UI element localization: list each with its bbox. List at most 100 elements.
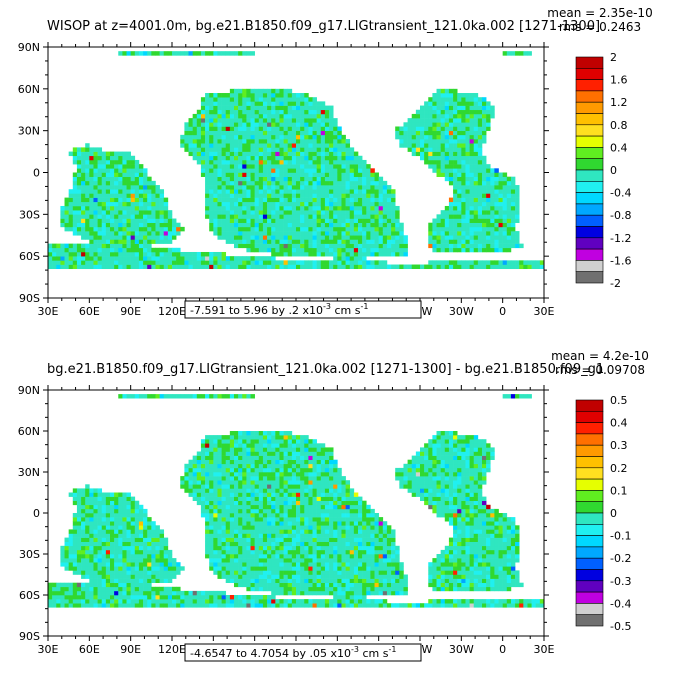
field-cell bbox=[72, 205, 78, 211]
field-cell bbox=[229, 239, 235, 244]
field-cell bbox=[122, 210, 127, 215]
field-cell bbox=[312, 101, 317, 106]
field-cell bbox=[279, 476, 284, 481]
field-cell bbox=[473, 205, 479, 211]
field-cell bbox=[254, 143, 260, 148]
field-cell bbox=[362, 210, 367, 215]
field-cell bbox=[217, 210, 222, 215]
field-cell bbox=[221, 439, 227, 444]
field-cell bbox=[81, 180, 86, 186]
field-cell bbox=[126, 51, 131, 56]
field-cell bbox=[209, 521, 214, 526]
field-cell bbox=[184, 394, 189, 399]
field-cell bbox=[300, 105, 305, 111]
field-cell bbox=[349, 264, 355, 270]
field-cell bbox=[341, 201, 346, 207]
field-cell bbox=[76, 525, 82, 530]
field-cell bbox=[287, 147, 293, 152]
field-cell bbox=[238, 582, 243, 588]
field-cell bbox=[242, 256, 247, 261]
field-cell bbox=[477, 97, 483, 102]
field-cell bbox=[444, 130, 450, 136]
field-cell bbox=[225, 447, 231, 452]
field-cell bbox=[209, 134, 214, 140]
field-cell bbox=[428, 143, 433, 148]
field-cell bbox=[283, 159, 289, 165]
field-cell bbox=[279, 504, 284, 510]
field-cell bbox=[238, 218, 243, 223]
field-cell bbox=[267, 570, 272, 575]
field-cell bbox=[316, 222, 322, 228]
field-cell bbox=[184, 590, 189, 596]
field-cell bbox=[114, 180, 119, 186]
field-cell bbox=[267, 455, 272, 460]
field-cell bbox=[333, 214, 338, 219]
field-cell bbox=[122, 226, 127, 232]
field-cell bbox=[250, 394, 255, 399]
field-cell bbox=[200, 139, 206, 144]
field-cell bbox=[258, 264, 264, 270]
field-cell bbox=[457, 113, 462, 119]
field-cell bbox=[420, 155, 425, 161]
field-cell bbox=[209, 603, 214, 608]
field-cell bbox=[122, 525, 127, 530]
field-cell bbox=[229, 492, 235, 497]
field-cell bbox=[234, 172, 239, 177]
field-cell bbox=[225, 210, 231, 215]
field-cell bbox=[510, 189, 516, 194]
field-cell bbox=[424, 101, 429, 106]
field-cell bbox=[143, 574, 148, 579]
field-cell bbox=[465, 164, 470, 169]
chart-panel-1: WISOP at z=4001.0m, bg.e21.B1850.f09_g17… bbox=[18, 6, 653, 319]
field-cell bbox=[110, 251, 115, 257]
field-cell bbox=[262, 130, 268, 136]
field-cell bbox=[279, 508, 284, 514]
field-cell bbox=[399, 222, 404, 228]
field-cell bbox=[200, 492, 206, 497]
field-cell bbox=[391, 243, 396, 249]
field-cell bbox=[271, 172, 276, 177]
field-cell bbox=[386, 247, 392, 253]
field-cell bbox=[97, 251, 103, 257]
field-cell bbox=[114, 504, 119, 510]
field-cell bbox=[271, 159, 276, 165]
field-cell bbox=[155, 214, 160, 219]
field-cell bbox=[110, 521, 115, 526]
field-cell bbox=[482, 168, 487, 173]
field-cell bbox=[60, 222, 65, 228]
colorbar: 21.61.20.80.40-0.4-0.8-1.2-1.6-2 bbox=[575, 51, 631, 290]
field-cell bbox=[448, 118, 454, 123]
field-cell bbox=[486, 168, 491, 173]
field-cell bbox=[130, 222, 136, 228]
field-cell bbox=[324, 168, 330, 173]
field-cell bbox=[238, 537, 243, 542]
field-cell bbox=[448, 201, 454, 207]
field-cell bbox=[457, 205, 462, 211]
field-cell bbox=[473, 105, 479, 111]
field-cell bbox=[287, 180, 293, 186]
field-cell bbox=[81, 488, 86, 493]
field-cell bbox=[304, 168, 309, 173]
field-cell bbox=[130, 521, 136, 526]
field-cell bbox=[180, 251, 185, 257]
field-cell bbox=[163, 545, 169, 551]
field-cell bbox=[118, 210, 123, 215]
field-cell bbox=[176, 603, 181, 608]
field-cell bbox=[250, 243, 255, 249]
field-cell bbox=[250, 500, 255, 506]
field-cell bbox=[300, 93, 305, 98]
field-layer bbox=[48, 394, 545, 608]
field-cell bbox=[163, 197, 169, 203]
field-cell bbox=[469, 134, 475, 140]
field-cell bbox=[254, 480, 260, 485]
field-cell bbox=[238, 496, 243, 501]
field-cell bbox=[234, 168, 239, 173]
field-cell bbox=[89, 197, 94, 203]
field-cell bbox=[510, 197, 516, 203]
field-cell bbox=[453, 105, 458, 111]
field-cell bbox=[97, 496, 103, 501]
field-cell bbox=[234, 500, 239, 506]
field-cell bbox=[337, 193, 342, 198]
field-cell bbox=[192, 139, 198, 144]
field-cell bbox=[461, 118, 466, 123]
